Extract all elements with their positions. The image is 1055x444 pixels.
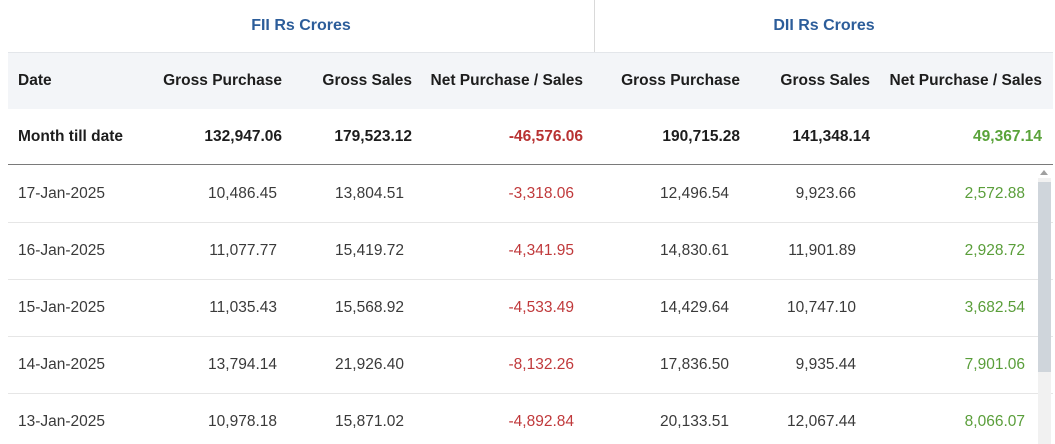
row-fii-gross-purchase: 13,794.14	[208, 356, 277, 373]
scrollbar-thumb[interactable]	[1038, 182, 1051, 372]
mtd-dii-gross-sales: 141,348.14	[792, 127, 870, 145]
row-dii-gross-sales: 9,935.44	[795, 356, 856, 373]
scroll-up-arrow-icon[interactable]	[1040, 170, 1048, 175]
row-dii-gross-sales: 11,901.89	[788, 242, 856, 259]
month-till-date-row: Month till date 132,947.06 179,523.12 -4…	[8, 109, 1053, 165]
row-date: 13-Jan-2025	[18, 413, 106, 430]
mtd-label: Month till date	[18, 127, 124, 145]
row-dii-gross-sales: 10,747.10	[787, 299, 856, 316]
fii-gross-purchase-header[interactable]: Gross Purchase	[163, 72, 282, 89]
row-fii-gross-purchase: 10,486.45	[208, 185, 277, 202]
row-fii-gross-sales: 13,804.51	[335, 185, 404, 202]
row-fii-gross-sales: 15,568.92	[335, 299, 404, 316]
group-header-row: FII Rs Crores DII Rs Crores	[8, 0, 1053, 52]
row-fii-gross-sales: 21,926.40	[335, 356, 404, 373]
row-date: 15-Jan-2025	[18, 299, 106, 316]
row-fii-net: -4,533.49	[508, 299, 575, 316]
dii-gross-purchase-header[interactable]: Gross Purchase	[621, 72, 740, 89]
row-dii-net: 8,066.07	[964, 413, 1025, 430]
table-row: 16-Jan-2025 11,077.77 15,419.72 -4,341.9…	[8, 223, 1053, 280]
mtd-dii-net: 49,367.14	[973, 127, 1042, 145]
table-row: 15-Jan-2025 11,035.43 15,568.92 -4,533.4…	[8, 280, 1053, 337]
row-dii-net: 7,901.06	[964, 356, 1025, 373]
mtd-fii-gross-sales: 179,523.12	[334, 127, 412, 145]
row-fii-net: -4,892.84	[508, 413, 575, 430]
table-row: 14-Jan-2025 13,794.14 21,926.40 -8,132.2…	[8, 337, 1053, 394]
fii-net-header[interactable]: Net Purchase / Sales	[430, 72, 584, 89]
row-fii-gross-sales: 15,419.72	[335, 242, 404, 259]
date-column-header[interactable]: Date	[18, 72, 52, 89]
row-fii-gross-purchase: 11,077.77	[209, 242, 277, 259]
column-header-row: Date Gross Purchase Gross Sales Net Purc…	[8, 52, 1053, 109]
row-fii-gross-purchase: 10,978.18	[208, 413, 277, 430]
row-dii-gross-purchase: 14,830.61	[660, 242, 729, 259]
dii-net-header[interactable]: Net Purchase / Sales	[889, 72, 1043, 89]
row-fii-net: -3,318.06	[508, 185, 575, 202]
row-dii-net: 2,928.72	[964, 242, 1025, 259]
row-fii-net: -8,132.26	[508, 356, 575, 373]
row-fii-gross-purchase: 11,035.43	[209, 299, 277, 316]
mtd-fii-net: -46,576.06	[508, 127, 583, 145]
row-fii-net: -4,341.95	[508, 242, 575, 259]
dii-gross-sales-header[interactable]: Gross Sales	[780, 72, 870, 89]
row-date: 16-Jan-2025	[18, 242, 106, 259]
row-date: 14-Jan-2025	[18, 356, 106, 373]
row-dii-gross-sales: 12,067.44	[787, 413, 856, 430]
row-dii-gross-purchase: 12,496.54	[660, 185, 729, 202]
fii-gross-sales-header[interactable]: Gross Sales	[322, 72, 412, 89]
row-dii-gross-purchase: 17,836.50	[660, 356, 729, 373]
fii-group-header: FII Rs Crores	[8, 0, 595, 52]
row-dii-gross-sales: 9,923.66	[795, 185, 856, 202]
row-dii-gross-purchase: 14,429.64	[660, 299, 729, 316]
row-fii-gross-sales: 15,871.02	[335, 413, 404, 430]
table-row: 17-Jan-2025 10,486.45 13,804.51 -3,318.0…	[8, 166, 1053, 223]
row-dii-net: 2,572.88	[964, 185, 1025, 202]
row-dii-gross-purchase: 20,133.51	[660, 413, 729, 430]
mtd-dii-gross-purchase: 190,715.28	[662, 127, 740, 145]
row-dii-net: 3,682.54	[964, 299, 1025, 316]
table-row: 13-Jan-2025 10,978.18 15,871.02 -4,892.8…	[8, 394, 1053, 444]
dii-group-header: DII Rs Crores	[773, 17, 875, 34]
mtd-fii-gross-purchase: 132,947.06	[204, 127, 282, 145]
table-body: 17-Jan-2025 10,486.45 13,804.51 -3,318.0…	[8, 166, 1053, 444]
row-date: 17-Jan-2025	[18, 185, 106, 202]
